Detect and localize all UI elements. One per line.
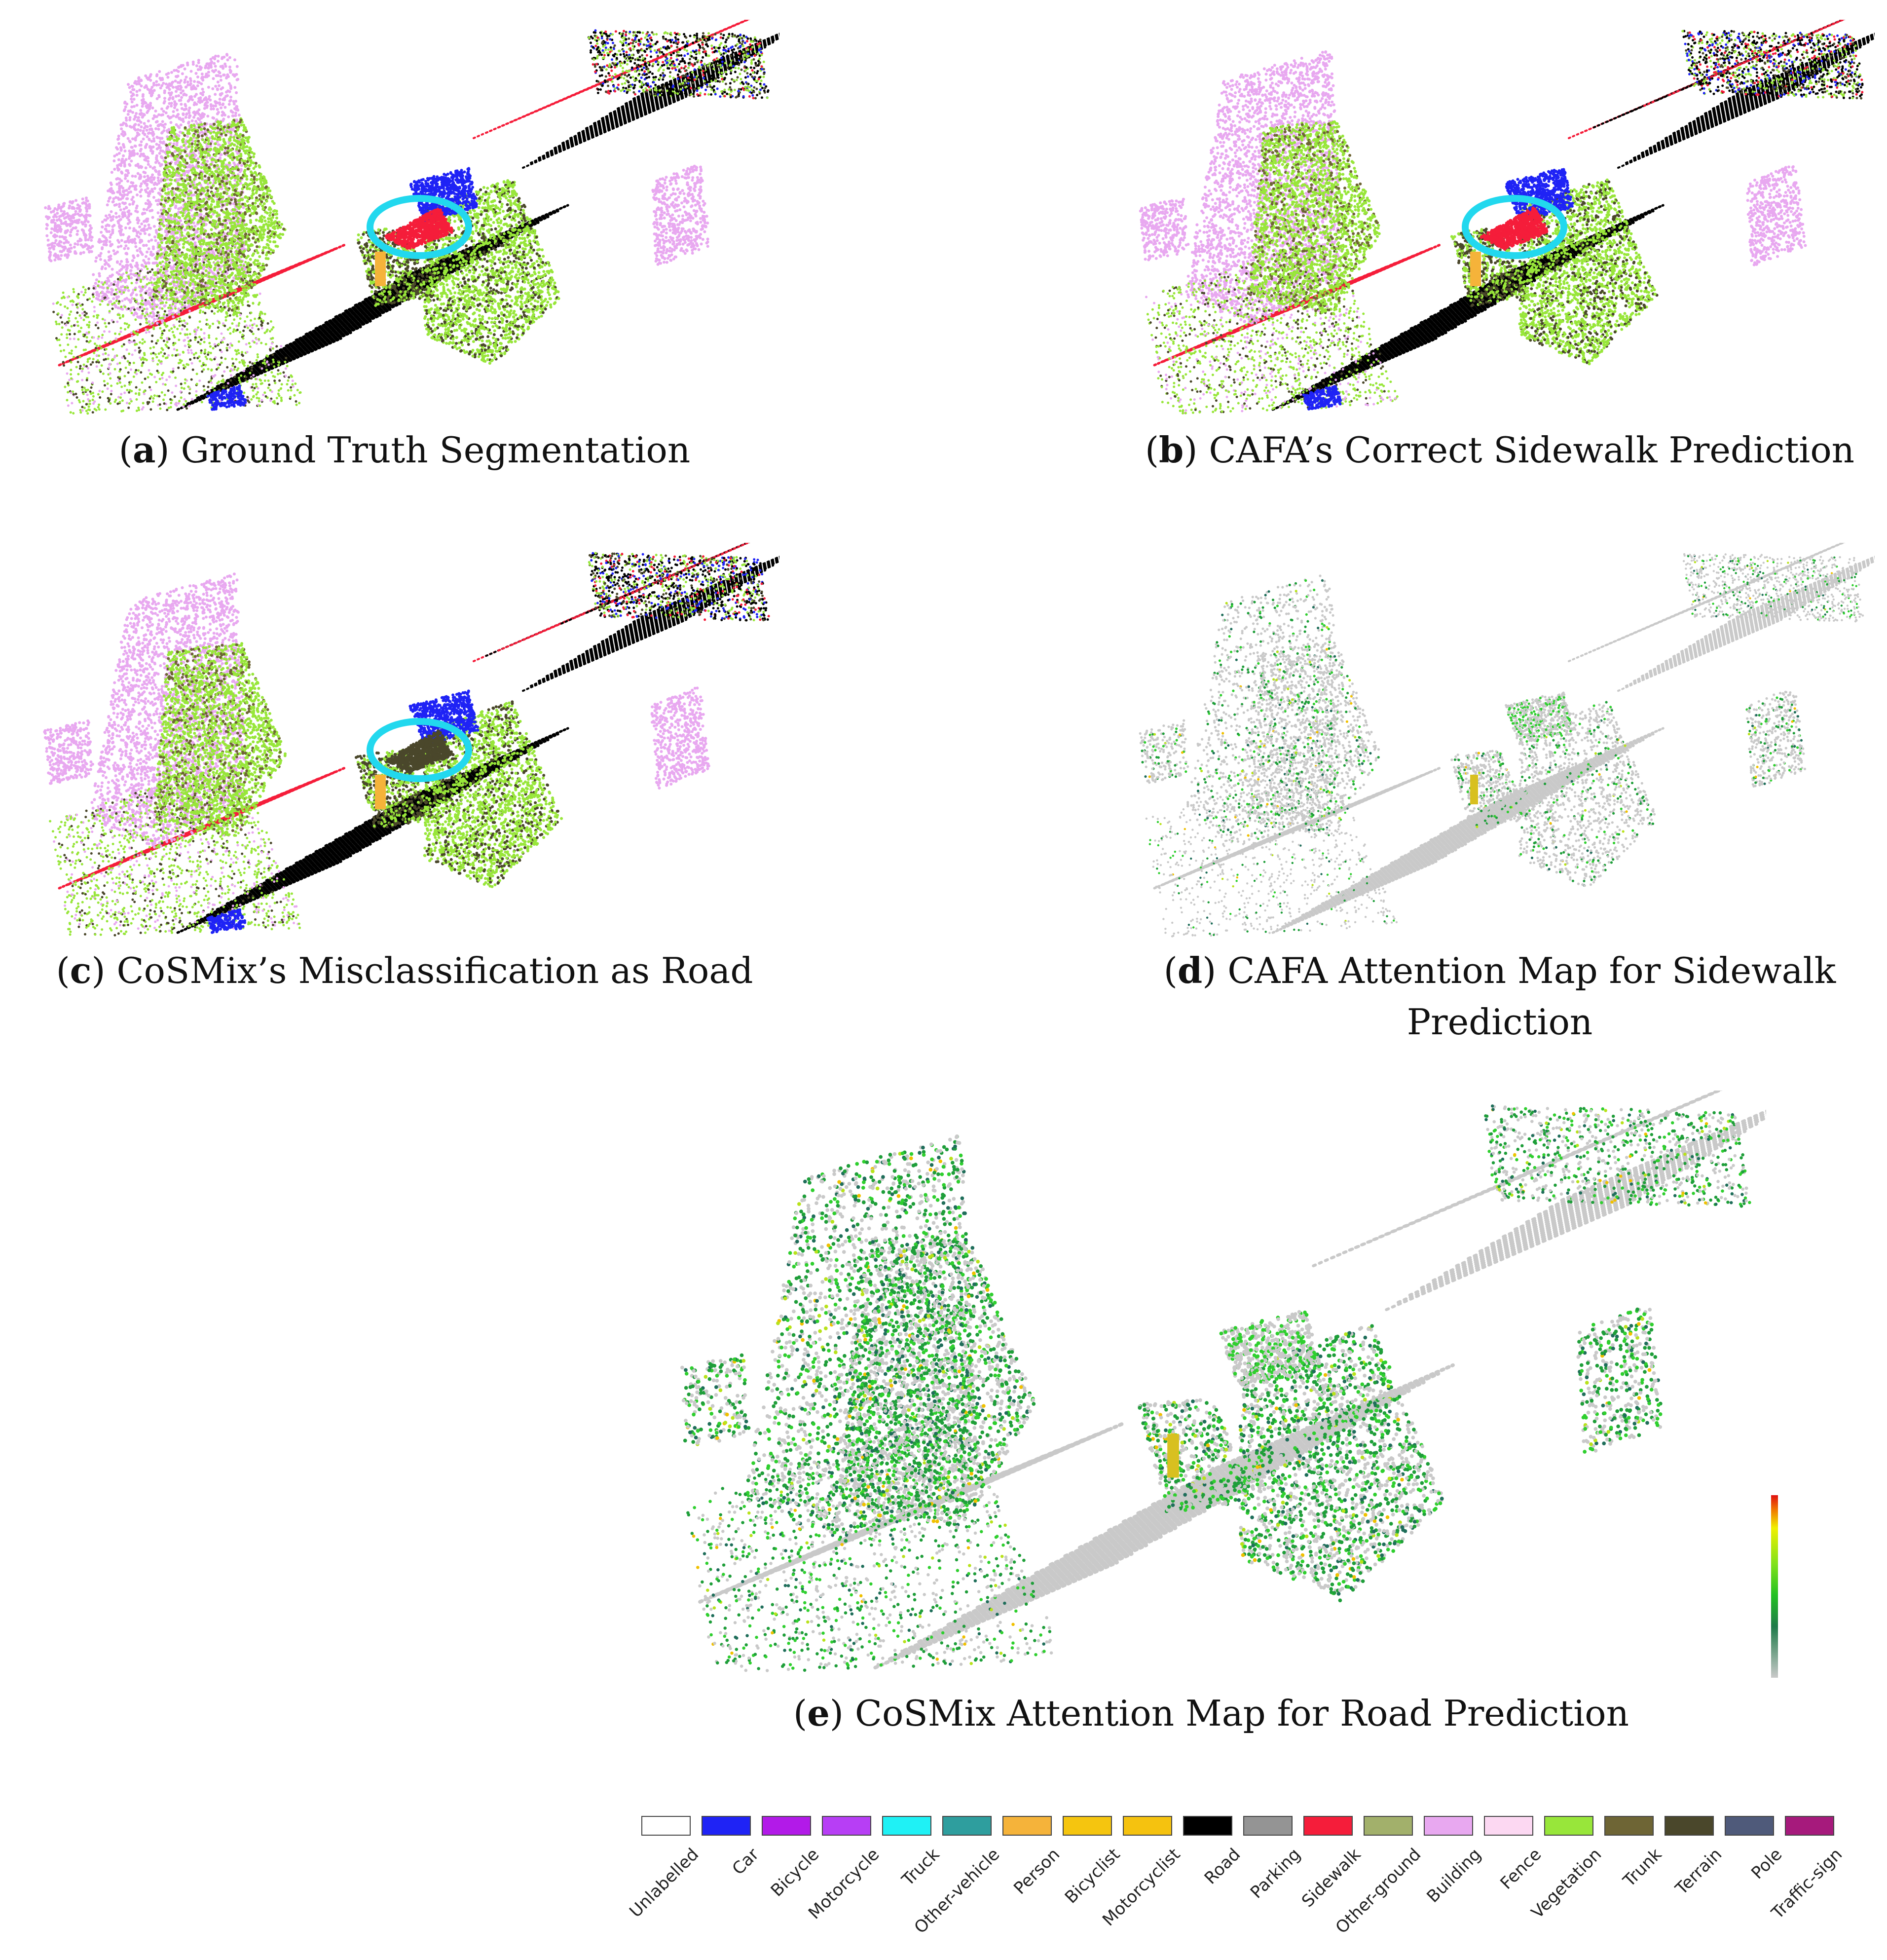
attention-map-cosmix xyxy=(680,1091,1766,1672)
legend-item-pole: Pole xyxy=(1725,1816,1786,1944)
legend-item-motorcyclist: Motorcyclist xyxy=(1099,1816,1184,1944)
legend-swatch-parking xyxy=(1243,1816,1293,1836)
caption-c-letter: c xyxy=(70,949,92,991)
legend-item-vegetation: Vegetation xyxy=(1527,1816,1605,1944)
legend-label-car: Car xyxy=(729,1845,763,1879)
caption-d-line1: CAFA Attention Map for Sidewalk xyxy=(1227,950,1836,991)
caption-d-line2: Prediction xyxy=(1407,1001,1593,1043)
caption-e: (e) CoSMix Attention Map for Road Predic… xyxy=(656,1688,1766,1739)
legend-label-person: Person xyxy=(1010,1845,1064,1898)
legend-swatch-building xyxy=(1424,1816,1473,1836)
legend-swatch-other-vehicle xyxy=(942,1816,992,1836)
caption-a-text: Ground Truth Segmentation xyxy=(181,429,690,471)
legend-swatch-car xyxy=(702,1816,751,1836)
legend-item-road: Road xyxy=(1183,1816,1244,1944)
legend-item-sidewalk: Sidewalk xyxy=(1298,1816,1365,1944)
legend-item-parking: Parking xyxy=(1243,1816,1304,1944)
legend-label-truck: Truck xyxy=(898,1845,944,1890)
legend-label-unlabelled: Unlabelled xyxy=(626,1845,703,1922)
legend-item-bicyclist: Bicyclist xyxy=(1061,1816,1124,1944)
legend-swatch-motorcyclist xyxy=(1123,1816,1172,1836)
legend-item-trunk: Trunk xyxy=(1604,1816,1665,1944)
caption-b-letter: b xyxy=(1159,429,1184,471)
legend-item-car: Car xyxy=(702,1816,763,1944)
legend-swatch-unlabelled xyxy=(641,1816,691,1836)
legend-item-truck: Truck xyxy=(882,1816,943,1944)
legend-swatch-fence xyxy=(1484,1816,1533,1836)
legend-label-building: Building xyxy=(1423,1845,1485,1907)
legend-label-road: Road xyxy=(1201,1845,1245,1888)
legend-swatch-terrain xyxy=(1665,1816,1714,1836)
caption-d: (d) CAFA Attention Map for Sidewalk Pred… xyxy=(1105,945,1887,1048)
legend-swatch-vegetation xyxy=(1544,1816,1593,1836)
legend-swatch-pole xyxy=(1725,1816,1774,1836)
legend-swatch-person xyxy=(1002,1816,1052,1836)
caption-b-text: CAFA’s Correct Sidewalk Prediction xyxy=(1209,429,1854,471)
legend-item-other-vehicle: Other-vehicle xyxy=(911,1816,1003,1944)
legend-item-unlabelled: Unlabelled xyxy=(626,1816,703,1944)
legend-label-bicycle: Bicycle xyxy=(767,1845,823,1901)
legend-item-terrain: Terrain xyxy=(1665,1816,1726,1944)
legend-swatch-bicyclist xyxy=(1063,1816,1112,1836)
legend-label-pole: Pole xyxy=(1747,1845,1786,1883)
legend-label-terrain: Terrain xyxy=(1672,1845,1726,1899)
legend-item-other-ground: Other-ground xyxy=(1332,1816,1425,1944)
panel-d-cafa-attention xyxy=(1125,543,1875,942)
legend-swatch-bicycle xyxy=(762,1816,811,1836)
legend-item-traffic-sign: Traffic-sign xyxy=(1768,1816,1846,1944)
panel-a-ground-truth xyxy=(30,20,779,419)
caption-c: (c) CoSMix’s Misclassification as Road xyxy=(30,945,779,996)
caption-d-letter: d xyxy=(1178,949,1202,991)
point-cloud-ground-truth xyxy=(44,20,779,415)
legend-item-building: Building xyxy=(1423,1816,1485,1944)
legend-swatch-truck xyxy=(882,1816,931,1836)
legend-swatch-sidewalk xyxy=(1303,1816,1353,1836)
caption-a-letter: a xyxy=(133,429,156,471)
legend-swatch-traffic-sign xyxy=(1785,1816,1834,1836)
attention-map-cafa xyxy=(1139,543,1875,938)
panel-b-cafa-prediction xyxy=(1125,20,1875,419)
legend-label-bicyclist: Bicyclist xyxy=(1061,1845,1124,1907)
legend-item-motorcycle: Motorcycle xyxy=(805,1816,883,1944)
point-cloud-cafa xyxy=(1139,20,1875,415)
legend-item-bicycle: Bicycle xyxy=(762,1816,823,1944)
panel-e-cosmix-attention xyxy=(656,1091,1766,1688)
legend-swatch-other-ground xyxy=(1364,1816,1413,1836)
caption-a: (a) Ground Truth Segmentation xyxy=(30,424,779,476)
class-legend: Unlabelled Car Bicycle Motorcycle Truck Other… xyxy=(626,1816,1855,1954)
legend-item-fence: Fence xyxy=(1484,1816,1545,1944)
point-cloud-cosmix xyxy=(43,543,779,937)
caption-e-letter: e xyxy=(807,1692,830,1734)
legend-swatch-trunk xyxy=(1604,1816,1654,1836)
caption-c-text: CoSMix’s Misclassification as Road xyxy=(117,950,753,991)
panel-c-cosmix-prediction xyxy=(30,543,779,942)
legend-label-fence: Fence xyxy=(1496,1845,1545,1893)
legend-label-trunk: Trunk xyxy=(1620,1845,1666,1891)
caption-e-text: CoSMix Attention Map for Road Prediction xyxy=(855,1693,1629,1734)
legend-item-person: Person xyxy=(1002,1816,1064,1944)
legend-swatch-road xyxy=(1183,1816,1232,1836)
attention-colorbar xyxy=(1771,1495,1778,1678)
legend-swatch-motorcycle xyxy=(822,1816,871,1836)
caption-b: (b) CAFA’s Correct Sidewalk Prediction xyxy=(1105,424,1887,476)
legend-label-parking: Parking xyxy=(1247,1845,1304,1902)
